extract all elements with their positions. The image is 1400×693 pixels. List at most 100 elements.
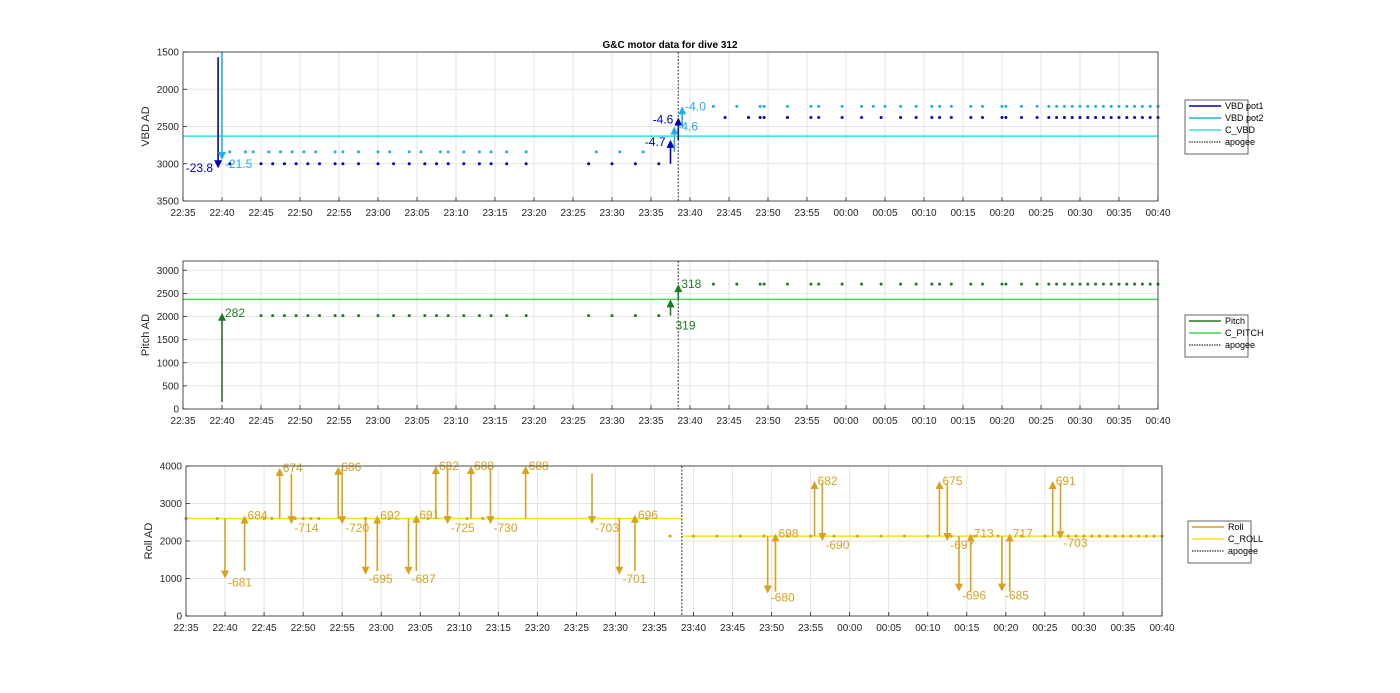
data-point [524, 162, 528, 166]
arrow-head [521, 466, 530, 474]
arrow-head [218, 312, 226, 321]
arrow-head [630, 514, 639, 523]
data-point [481, 517, 485, 520]
arrow-head [997, 583, 1006, 592]
data-point [738, 534, 742, 538]
data-point [446, 150, 450, 154]
data-point [333, 162, 337, 166]
data-point [747, 116, 750, 120]
data-point [423, 162, 427, 166]
x-tick-label: 22:50 [291, 623, 316, 634]
data-point [423, 314, 427, 318]
data-point [259, 162, 263, 166]
x-tick-label: 22:55 [326, 416, 351, 427]
data-point [446, 314, 450, 318]
data-point [1148, 104, 1152, 108]
data-point [1140, 104, 1144, 108]
data-point [809, 116, 813, 120]
arrow-label: 675 [942, 474, 962, 488]
data-point [376, 150, 380, 154]
data-point [1094, 282, 1098, 286]
data-point [879, 116, 883, 120]
data-point [341, 150, 345, 154]
data-point [1070, 104, 1074, 108]
x-tick-label: 23:25 [564, 623, 589, 634]
arrow-label: 713 [974, 527, 994, 541]
data-point [735, 104, 739, 108]
x-tick-label: 00:35 [1110, 623, 1135, 634]
data-point [758, 116, 762, 120]
pitch-panel: 282 319 318 22:35 22:40 22:45 22:50 22:55 23:00 2… [140, 260, 1264, 427]
arrow-label: -23.8 [186, 161, 214, 175]
y-tick-label: 1000 [160, 574, 183, 585]
data-point [419, 150, 423, 154]
arrow-label: -687 [412, 572, 436, 586]
data-point [785, 534, 789, 538]
arrow-head [966, 533, 975, 542]
data-point [228, 150, 232, 154]
data-point [446, 162, 450, 166]
data-point [1117, 282, 1121, 286]
arrow-head [1048, 481, 1057, 489]
data-point [489, 314, 493, 318]
data-point [1109, 104, 1113, 108]
data-point [1020, 282, 1023, 286]
data-point [1125, 104, 1129, 108]
arrow-label: 696 [638, 508, 658, 522]
arrow-label: -696 [962, 589, 986, 603]
legend-label: apogee [1228, 546, 1258, 556]
vbd-panel: -23.8 -21.5 -4.7 -4.6 -4.6 -4.0 22:35 22:40 22:4… [140, 48, 1264, 220]
x-tick-label: 00:15 [954, 623, 979, 634]
data-point [657, 314, 661, 318]
arrow-head [221, 570, 230, 579]
data-point [357, 314, 360, 318]
arrow-label: -681 [228, 576, 252, 590]
x-tick-label: 00:30 [1071, 623, 1096, 634]
x-tick-label: 22:35 [170, 416, 195, 427]
y-tick-label: 3500 [157, 197, 180, 208]
data-point [1000, 104, 1004, 108]
x-tick-label: 00:30 [1067, 208, 1092, 219]
arrow-label: -4.6 [653, 113, 674, 127]
arrow-head [943, 533, 952, 541]
data-point [809, 104, 813, 108]
data-point [505, 162, 509, 166]
data-point [762, 116, 766, 120]
arrow-label: -730 [494, 521, 518, 535]
arrow-label: 682 [818, 474, 838, 488]
arrow-head [275, 467, 284, 476]
data-point [259, 314, 263, 318]
x-tick-label: 23:35 [638, 208, 663, 219]
data-point [1148, 282, 1152, 286]
data-point [1117, 104, 1121, 108]
data-point [271, 314, 275, 318]
data-point [435, 314, 438, 318]
y-axis-label: Roll AD [143, 523, 155, 560]
x-tick-label: 23:25 [560, 416, 585, 427]
arrow-label: 674 [283, 461, 303, 475]
data-point [1047, 104, 1051, 108]
data-point [341, 162, 345, 166]
arrow-head [588, 516, 597, 525]
x-tick-label: 00:00 [833, 416, 858, 427]
data-point [1047, 116, 1051, 120]
x-tick-label: 00:40 [1145, 416, 1170, 427]
y-axis-label: Pitch AD [140, 314, 152, 356]
data-point [879, 534, 883, 538]
data-point [902, 534, 906, 538]
x-tick-label: 23:15 [486, 623, 511, 634]
data-point [981, 116, 984, 120]
data-point [594, 150, 598, 154]
data-point [610, 162, 614, 166]
y-axis-label: VBD AD [140, 106, 152, 146]
data-point [301, 517, 305, 520]
data-point [438, 150, 442, 154]
data-point [357, 150, 360, 154]
data-point [1078, 116, 1082, 120]
arrow-label: 691 [1056, 474, 1076, 488]
data-point [1090, 534, 1094, 538]
arrow-label: 686 [341, 460, 361, 474]
y-tick-label: 3000 [160, 499, 183, 510]
x-tick-label: 23:50 [755, 208, 780, 219]
